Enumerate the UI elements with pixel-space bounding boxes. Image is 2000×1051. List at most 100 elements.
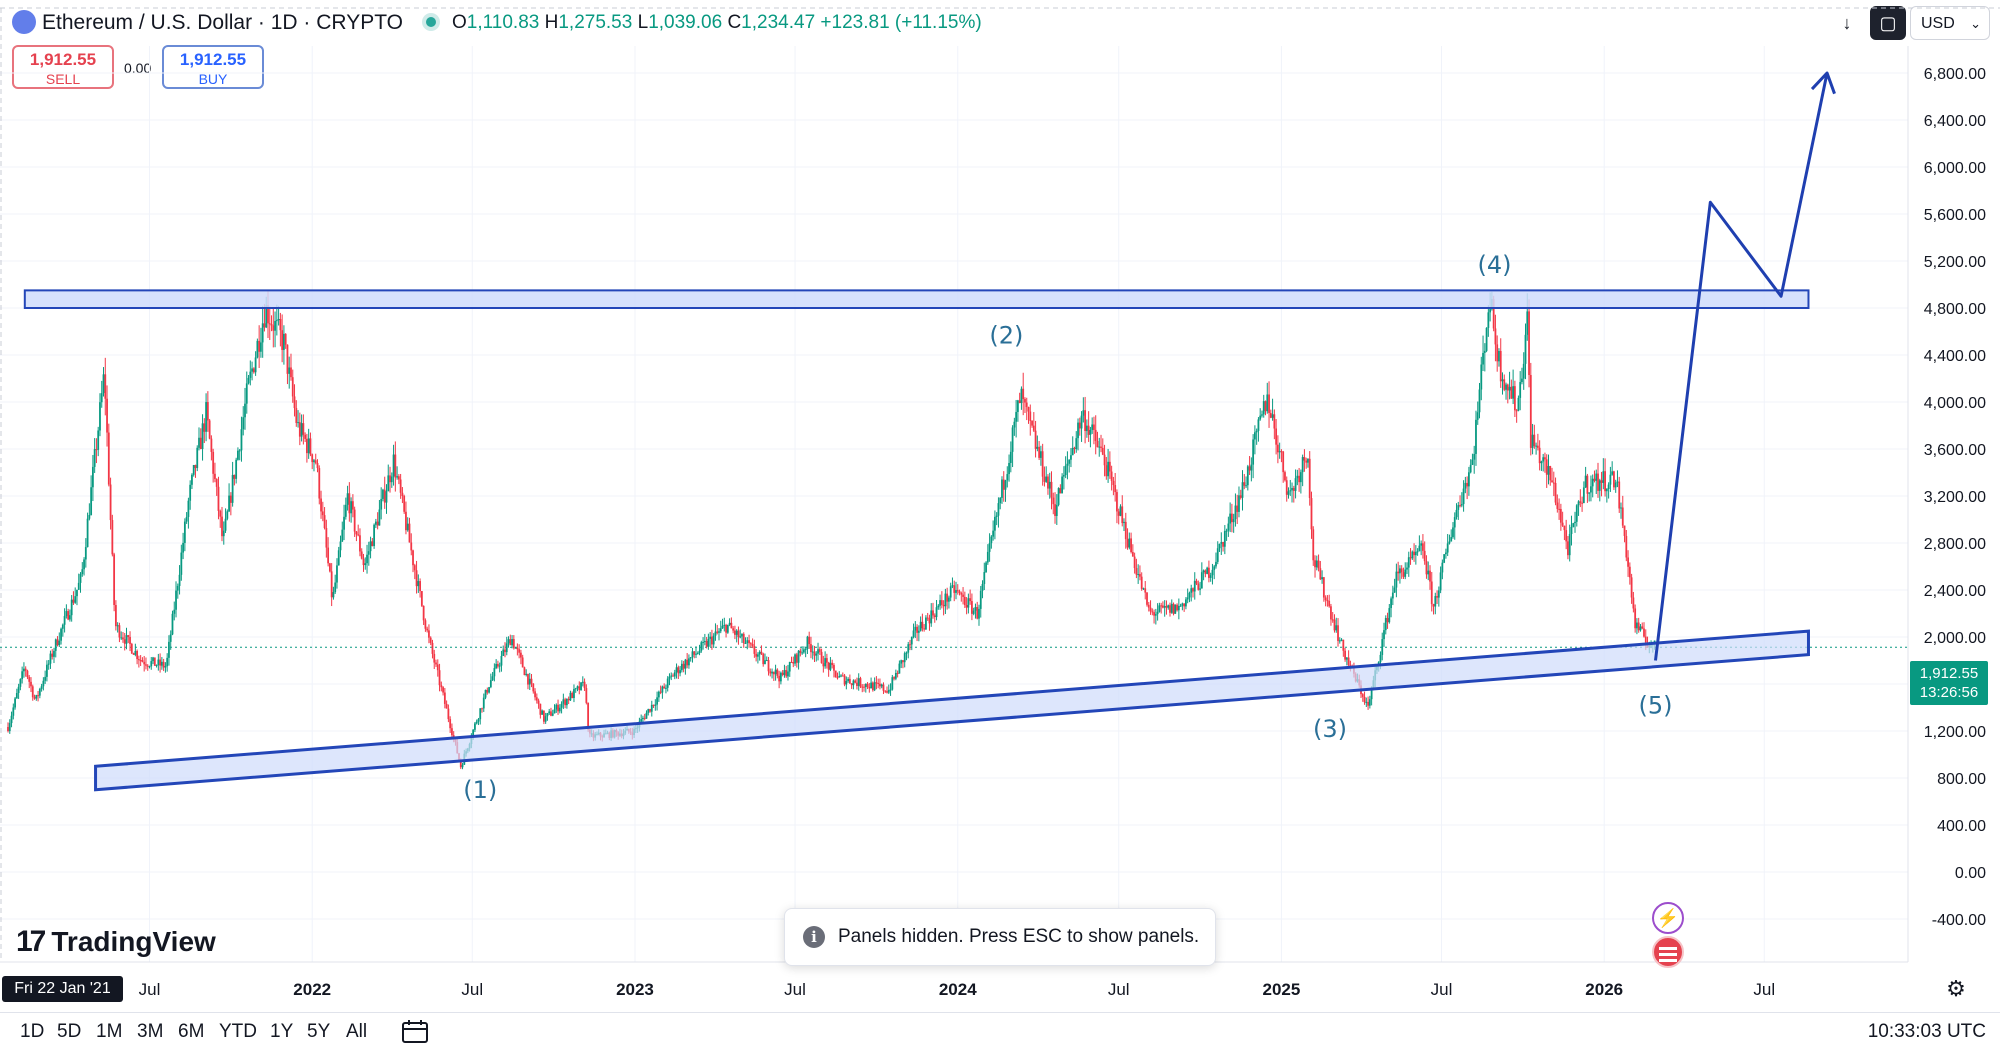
candle-body [212, 451, 215, 474]
candle-body [709, 636, 712, 639]
us-flag-icon[interactable] [1652, 936, 1684, 968]
candle-body [917, 630, 920, 633]
candle-body [1643, 628, 1645, 637]
candle-body [1344, 650, 1346, 660]
candle-body [367, 551, 370, 555]
candle-body [1522, 363, 1525, 379]
candle-body [26, 670, 29, 678]
ohlc-legend: O1,110.83 H1,275.53 L1,039.06 C1,234.47 … [452, 12, 982, 34]
download-button[interactable]: ↓ [1832, 6, 1862, 40]
candle-body [1634, 608, 1637, 629]
tradingview-logo[interactable]: 17 TradingView [16, 924, 216, 960]
candle-body [873, 682, 876, 691]
candle-body [877, 683, 880, 685]
range-button-1d[interactable]: 1D [20, 1021, 45, 1042]
go-to-date-calendar-icon[interactable] [400, 1019, 430, 1045]
candle-body [321, 511, 324, 516]
candle-body [1388, 608, 1391, 623]
candle-body [360, 551, 363, 559]
chevron-down-icon: ⌄ [1970, 16, 1981, 31]
candle-body [553, 709, 556, 714]
candle-body [760, 651, 763, 654]
candle-body [1061, 476, 1064, 494]
range-button-5y[interactable]: 5Y [307, 1021, 331, 1042]
candle-body [171, 613, 174, 635]
candle-body [1570, 526, 1573, 535]
y-tick-label: -400.00 [1932, 912, 1986, 929]
candle-body [408, 523, 411, 543]
candle-body [857, 678, 860, 686]
candle-body [810, 644, 812, 653]
candle-body [53, 650, 55, 657]
candle-body [81, 569, 84, 574]
spark-icon[interactable]: ⚡ [1652, 902, 1684, 934]
candle-body [1430, 581, 1433, 605]
candle-body [307, 438, 310, 454]
candle-body [1273, 414, 1276, 429]
candle-body [111, 520, 114, 555]
candle-body [1255, 430, 1258, 433]
candle-body [482, 697, 485, 709]
candle-body [500, 655, 503, 666]
candle-body [1445, 552, 1447, 555]
candle-body [1082, 410, 1085, 416]
x-tick-label: Jul [1108, 980, 1130, 999]
sell-price: 1,912.55 [29, 50, 97, 69]
candle-body [228, 495, 230, 512]
utc-clock[interactable]: 10:33:03 UTC [1867, 1021, 1986, 1042]
gear-icon[interactable]: ⚙ [1946, 976, 1966, 1001]
candle-body [410, 542, 413, 551]
candle-body [99, 402, 101, 431]
candle-body [817, 649, 819, 654]
candle-body [1185, 599, 1187, 607]
candle-body [1459, 505, 1461, 507]
candle-body [587, 702, 590, 730]
candle-body [778, 675, 781, 682]
candle-body [436, 664, 439, 671]
range-button-5d[interactable]: 5D [57, 1021, 82, 1042]
candle-body [1340, 639, 1343, 641]
range-button-1m[interactable]: 1M [96, 1021, 123, 1042]
candle-body [1406, 567, 1408, 570]
range-button-3m[interactable]: 3M [137, 1021, 164, 1042]
range-button-ytd[interactable]: YTD [219, 1021, 257, 1042]
symbol-title[interactable]: Ethereum / U.S. Dollar · 1D · CRYPTO [42, 11, 403, 34]
candle-body [1391, 592, 1394, 599]
candle-body [541, 710, 544, 715]
candle-body [560, 703, 563, 708]
candle-body [909, 644, 911, 646]
candle-body [919, 621, 922, 631]
buy-button[interactable]: 1,912.55 BUY [162, 45, 264, 89]
candle-body [10, 715, 13, 724]
open-label: O [452, 12, 467, 33]
range-button-1y[interactable]: 1Y [270, 1021, 294, 1042]
candle-body [833, 665, 835, 671]
candle-body [1054, 504, 1056, 516]
candle-body [1390, 598, 1392, 609]
candle-body [1568, 534, 1571, 556]
candle-body [396, 476, 399, 478]
candle-body [695, 653, 697, 655]
candle-body [194, 464, 197, 469]
candle-body [1381, 639, 1384, 655]
bar-countdown: 13:26:56 [1919, 684, 1979, 701]
candle-body [369, 541, 372, 552]
currency-select[interactable]: USD ⌄ [1910, 6, 1990, 40]
high-label: H [544, 12, 559, 33]
candle-body [794, 654, 796, 664]
candle-body [990, 536, 993, 544]
candle-body [344, 504, 347, 517]
candle-body [123, 639, 126, 644]
screenshot-button[interactable]: ▢ [1870, 6, 1906, 40]
candle-body [1239, 495, 1242, 498]
candle-body [827, 662, 830, 670]
range-button-all[interactable]: All [346, 1021, 368, 1042]
price-chart[interactable]: (1) (2) (3) (4) (5) -400.00 0.00 400.00 800.00 1… [0, 0, 2000, 1012]
candle-body [1565, 530, 1568, 542]
candle-body [1011, 427, 1014, 452]
candle-body [403, 496, 406, 512]
range-button-6m[interactable]: 6M [178, 1021, 205, 1042]
candle-body [169, 634, 172, 642]
sell-button[interactable]: 1,912.55 SELL [12, 45, 114, 89]
candle-body [235, 459, 238, 479]
